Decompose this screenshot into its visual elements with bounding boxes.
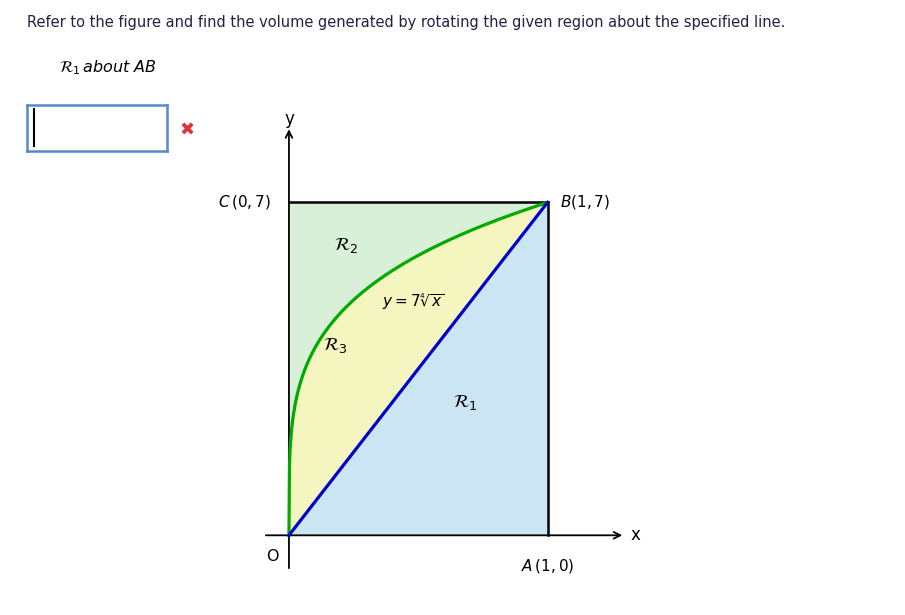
- Text: O: O: [266, 549, 279, 564]
- Text: $\mathcal{R}_3$: $\mathcal{R}_3$: [323, 336, 348, 355]
- Text: $y=7\sqrt[4]{x}$: $y=7\sqrt[4]{x}$: [382, 292, 444, 312]
- Text: $C\,(0,7)$: $C\,(0,7)$: [218, 194, 271, 212]
- Polygon shape: [289, 202, 548, 535]
- Text: $A\,(1,0)$: $A\,(1,0)$: [520, 557, 575, 574]
- Text: $B(1,7)$: $B(1,7)$: [560, 194, 611, 212]
- Text: x: x: [630, 526, 640, 544]
- Text: $\mathcal{R}_1$: $\mathcal{R}_1$: [452, 392, 477, 411]
- Text: y: y: [284, 110, 294, 129]
- Text: ✖: ✖: [179, 122, 195, 140]
- Polygon shape: [289, 202, 548, 535]
- Text: $\mathcal{R}_1$$\,\mathit{about\;AB}$: $\mathcal{R}_1$$\,\mathit{about\;AB}$: [59, 58, 157, 77]
- Text: Refer to the figure and find the volume generated by rotating the given region a: Refer to the figure and find the volume …: [27, 15, 786, 30]
- Polygon shape: [289, 202, 548, 535]
- Text: $\mathcal{R}_2$: $\mathcal{R}_2$: [334, 236, 358, 255]
